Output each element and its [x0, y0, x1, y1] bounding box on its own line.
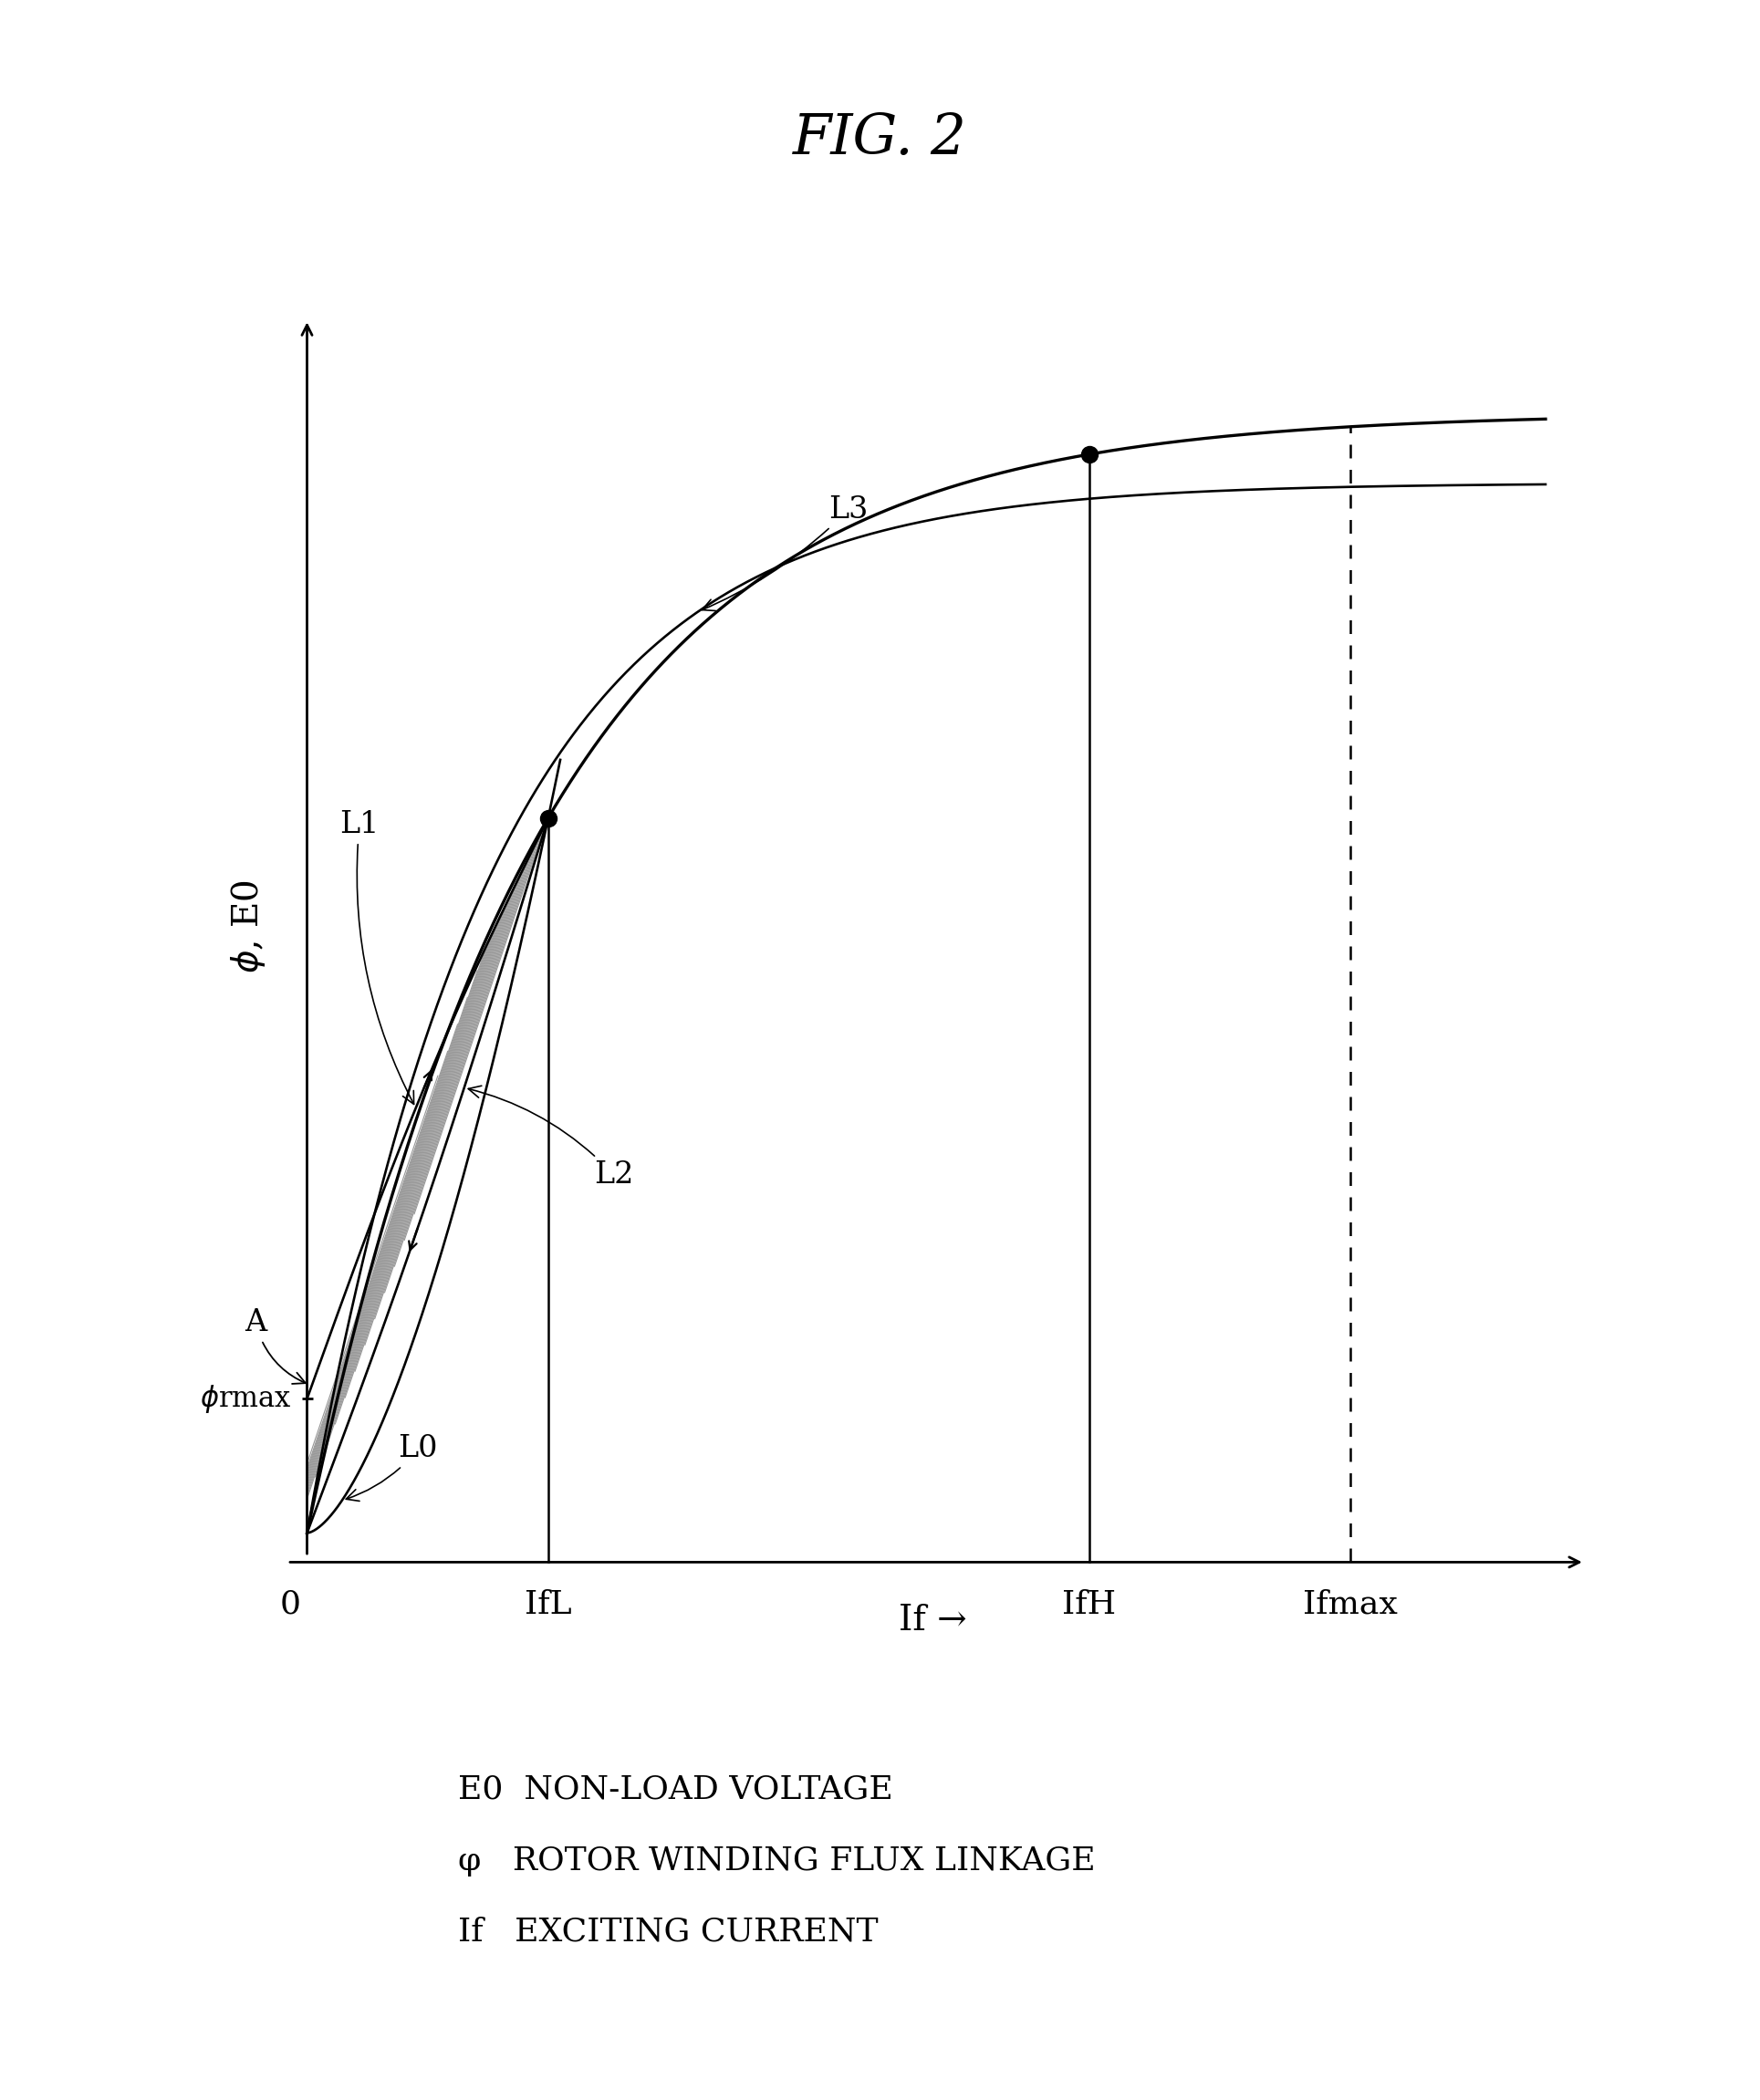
Text: φ   ROTOR WINDING FLUX LINKAGE: φ ROTOR WINDING FLUX LINKAGE — [458, 1846, 1095, 1875]
Text: A: A — [245, 1308, 306, 1384]
Text: If →: If → — [899, 1604, 966, 1638]
Text: FIG. 2: FIG. 2 — [794, 111, 966, 166]
Text: L0: L0 — [347, 1434, 438, 1502]
Text: L2: L2 — [468, 1086, 634, 1189]
Text: 0: 0 — [280, 1590, 301, 1619]
Text: L1: L1 — [340, 811, 414, 1105]
Text: If   EXCITING CURRENT: If EXCITING CURRENT — [458, 1917, 878, 1947]
Text: $\phi$, E0: $\phi$, E0 — [229, 880, 268, 972]
Text: E0  NON-LOAD VOLTAGE: E0 NON-LOAD VOLTAGE — [458, 1774, 892, 1804]
Text: IfH: IfH — [1063, 1590, 1116, 1619]
Text: Ifmax: Ifmax — [1302, 1590, 1397, 1619]
Text: L3: L3 — [702, 496, 868, 611]
Text: $\phi$rmax: $\phi$rmax — [199, 1384, 292, 1415]
Text: IfL: IfL — [524, 1590, 572, 1619]
